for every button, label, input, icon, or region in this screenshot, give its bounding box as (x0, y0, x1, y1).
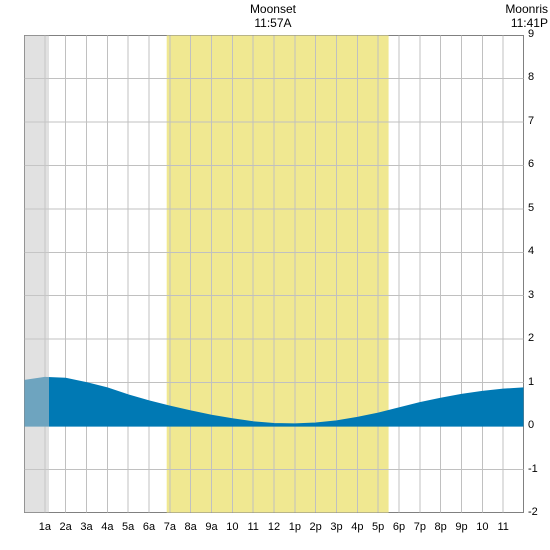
daylight-band (167, 35, 389, 513)
x-tick-label: 5a (122, 521, 134, 533)
y-tick-label: 6 (528, 158, 534, 170)
moon-event-time: 11:57A (250, 16, 296, 30)
y-tick-label: 2 (528, 332, 534, 344)
moon-event-time: 11:41P (505, 16, 548, 30)
x-tick-label: 6p (393, 521, 405, 533)
y-tick-label: 4 (528, 245, 534, 257)
y-tick-label: -2 (528, 506, 538, 518)
x-tick-label: 10 (226, 521, 238, 533)
y-tick-label: 1 (528, 376, 534, 388)
moon-event-label: Moonris11:41P (505, 2, 548, 31)
x-tick-label: 7p (414, 521, 426, 533)
y-tick-label: 8 (528, 71, 534, 83)
x-tick-label: 1a (39, 521, 51, 533)
y-tick-label: 5 (528, 202, 534, 214)
x-tick-label: 10 (476, 521, 488, 533)
x-tick-label: 8p (435, 521, 447, 533)
moon-event-title: Moonset (250, 2, 296, 16)
x-tick-label: 5p (372, 521, 384, 533)
x-tick-label: 1p (289, 521, 301, 533)
x-tick-label: 11 (247, 521, 258, 533)
y-tick-label: -1 (528, 463, 538, 475)
moon-event-title: Moonris (505, 2, 548, 16)
x-tick-label: 12 (268, 521, 280, 533)
x-tick-label: 3p (330, 521, 342, 533)
x-tick-label: 2p (310, 521, 322, 533)
moon-event-label: Moonset11:57A (250, 2, 296, 31)
tide-chart: -2-101234567891a2a3a4a5a6a7a8a9a1011121p… (0, 0, 550, 550)
x-tick-label: 9a (205, 521, 217, 533)
y-tick-label: 0 (528, 419, 534, 431)
x-tick-label: 4p (351, 521, 363, 533)
x-tick-label: 9p (455, 521, 467, 533)
x-tick-label: 2a (60, 521, 72, 533)
x-tick-label: 11 (497, 521, 508, 533)
x-tick-label: 4a (101, 521, 113, 533)
moon-band (24, 35, 49, 513)
x-tick-label: 3a (80, 521, 92, 533)
x-tick-label: 6a (143, 521, 155, 533)
x-tick-label: 7a (164, 521, 176, 533)
x-tick-label: 8a (185, 521, 197, 533)
y-tick-label: 3 (528, 289, 534, 301)
chart-svg (0, 0, 550, 550)
y-tick-label: 7 (528, 115, 534, 127)
